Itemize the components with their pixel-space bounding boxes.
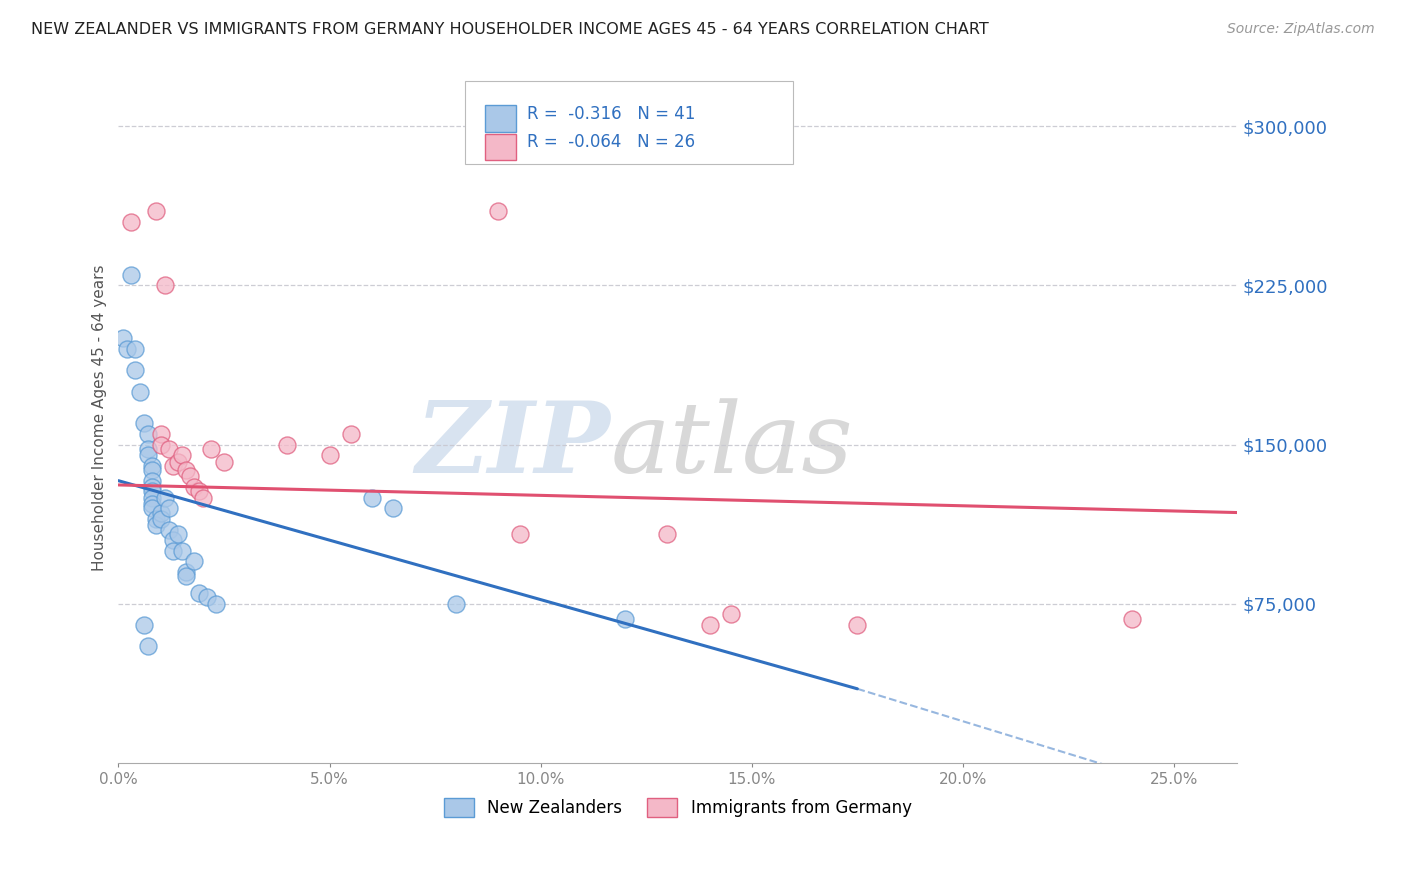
Point [204,597,226,611]
Point [200,442,222,456]
Point [145,512,167,526]
Point [614,612,637,626]
Point [699,618,721,632]
Point [187,586,209,600]
Point [149,512,172,526]
Point [145,204,167,219]
Point [195,591,218,605]
Point [166,454,188,468]
Point [846,618,869,632]
Point [141,463,163,477]
Point [153,491,176,505]
Point [120,214,142,228]
Point [339,427,361,442]
Point [136,442,159,456]
Point [276,437,298,451]
Point [162,543,184,558]
Point [149,427,172,442]
Point [657,526,679,541]
Point [132,618,155,632]
Point [136,427,159,442]
Point [141,501,163,516]
Point [115,342,138,356]
Point [132,417,155,431]
Text: Source: ZipAtlas.com: Source: ZipAtlas.com [1227,22,1375,37]
Point [170,543,193,558]
Point [170,448,193,462]
Point [124,363,146,377]
Point [318,448,340,462]
Point [128,384,150,399]
Point [120,268,142,282]
Legend: New Zealanders, Immigrants from Germany: New Zealanders, Immigrants from Germany [437,792,918,824]
Point [162,458,184,473]
Text: atlas: atlas [610,398,853,493]
Point [174,565,197,579]
Point [212,454,235,468]
Point [157,523,180,537]
Point [157,442,180,456]
Text: NEW ZEALANDER VS IMMIGRANTS FROM GERMANY HOUSEHOLDER INCOME AGES 45 - 64 YEARS C: NEW ZEALANDER VS IMMIGRANTS FROM GERMANY… [31,22,988,37]
Point [124,342,146,356]
Point [111,331,134,345]
Point [444,597,467,611]
Point [360,491,382,505]
Point [179,469,201,483]
Text: ZIP: ZIP [416,398,610,494]
Point [720,607,742,622]
Point [174,463,197,477]
Point [141,491,163,505]
Point [136,640,159,654]
Point [488,204,510,219]
Point [136,448,159,462]
Point [191,491,214,505]
Text: R =  -0.316   N = 41: R = -0.316 N = 41 [527,104,696,122]
Point [141,480,163,494]
Point [141,497,163,511]
Point [1121,612,1143,626]
Point [183,480,205,494]
Point [141,474,163,488]
Point [174,569,197,583]
Point [187,484,209,499]
Point [157,501,180,516]
Point [141,484,163,499]
Point [509,526,531,541]
Point [149,437,172,451]
Point [162,533,184,548]
Point [183,554,205,568]
Point [166,526,188,541]
Text: R =  -0.064   N = 26: R = -0.064 N = 26 [527,133,696,151]
Y-axis label: Householder Income Ages 45 - 64 years: Householder Income Ages 45 - 64 years [93,265,107,571]
Point [141,458,163,473]
Point [153,278,176,293]
Point [381,501,404,516]
Point [145,518,167,533]
Point [149,506,172,520]
